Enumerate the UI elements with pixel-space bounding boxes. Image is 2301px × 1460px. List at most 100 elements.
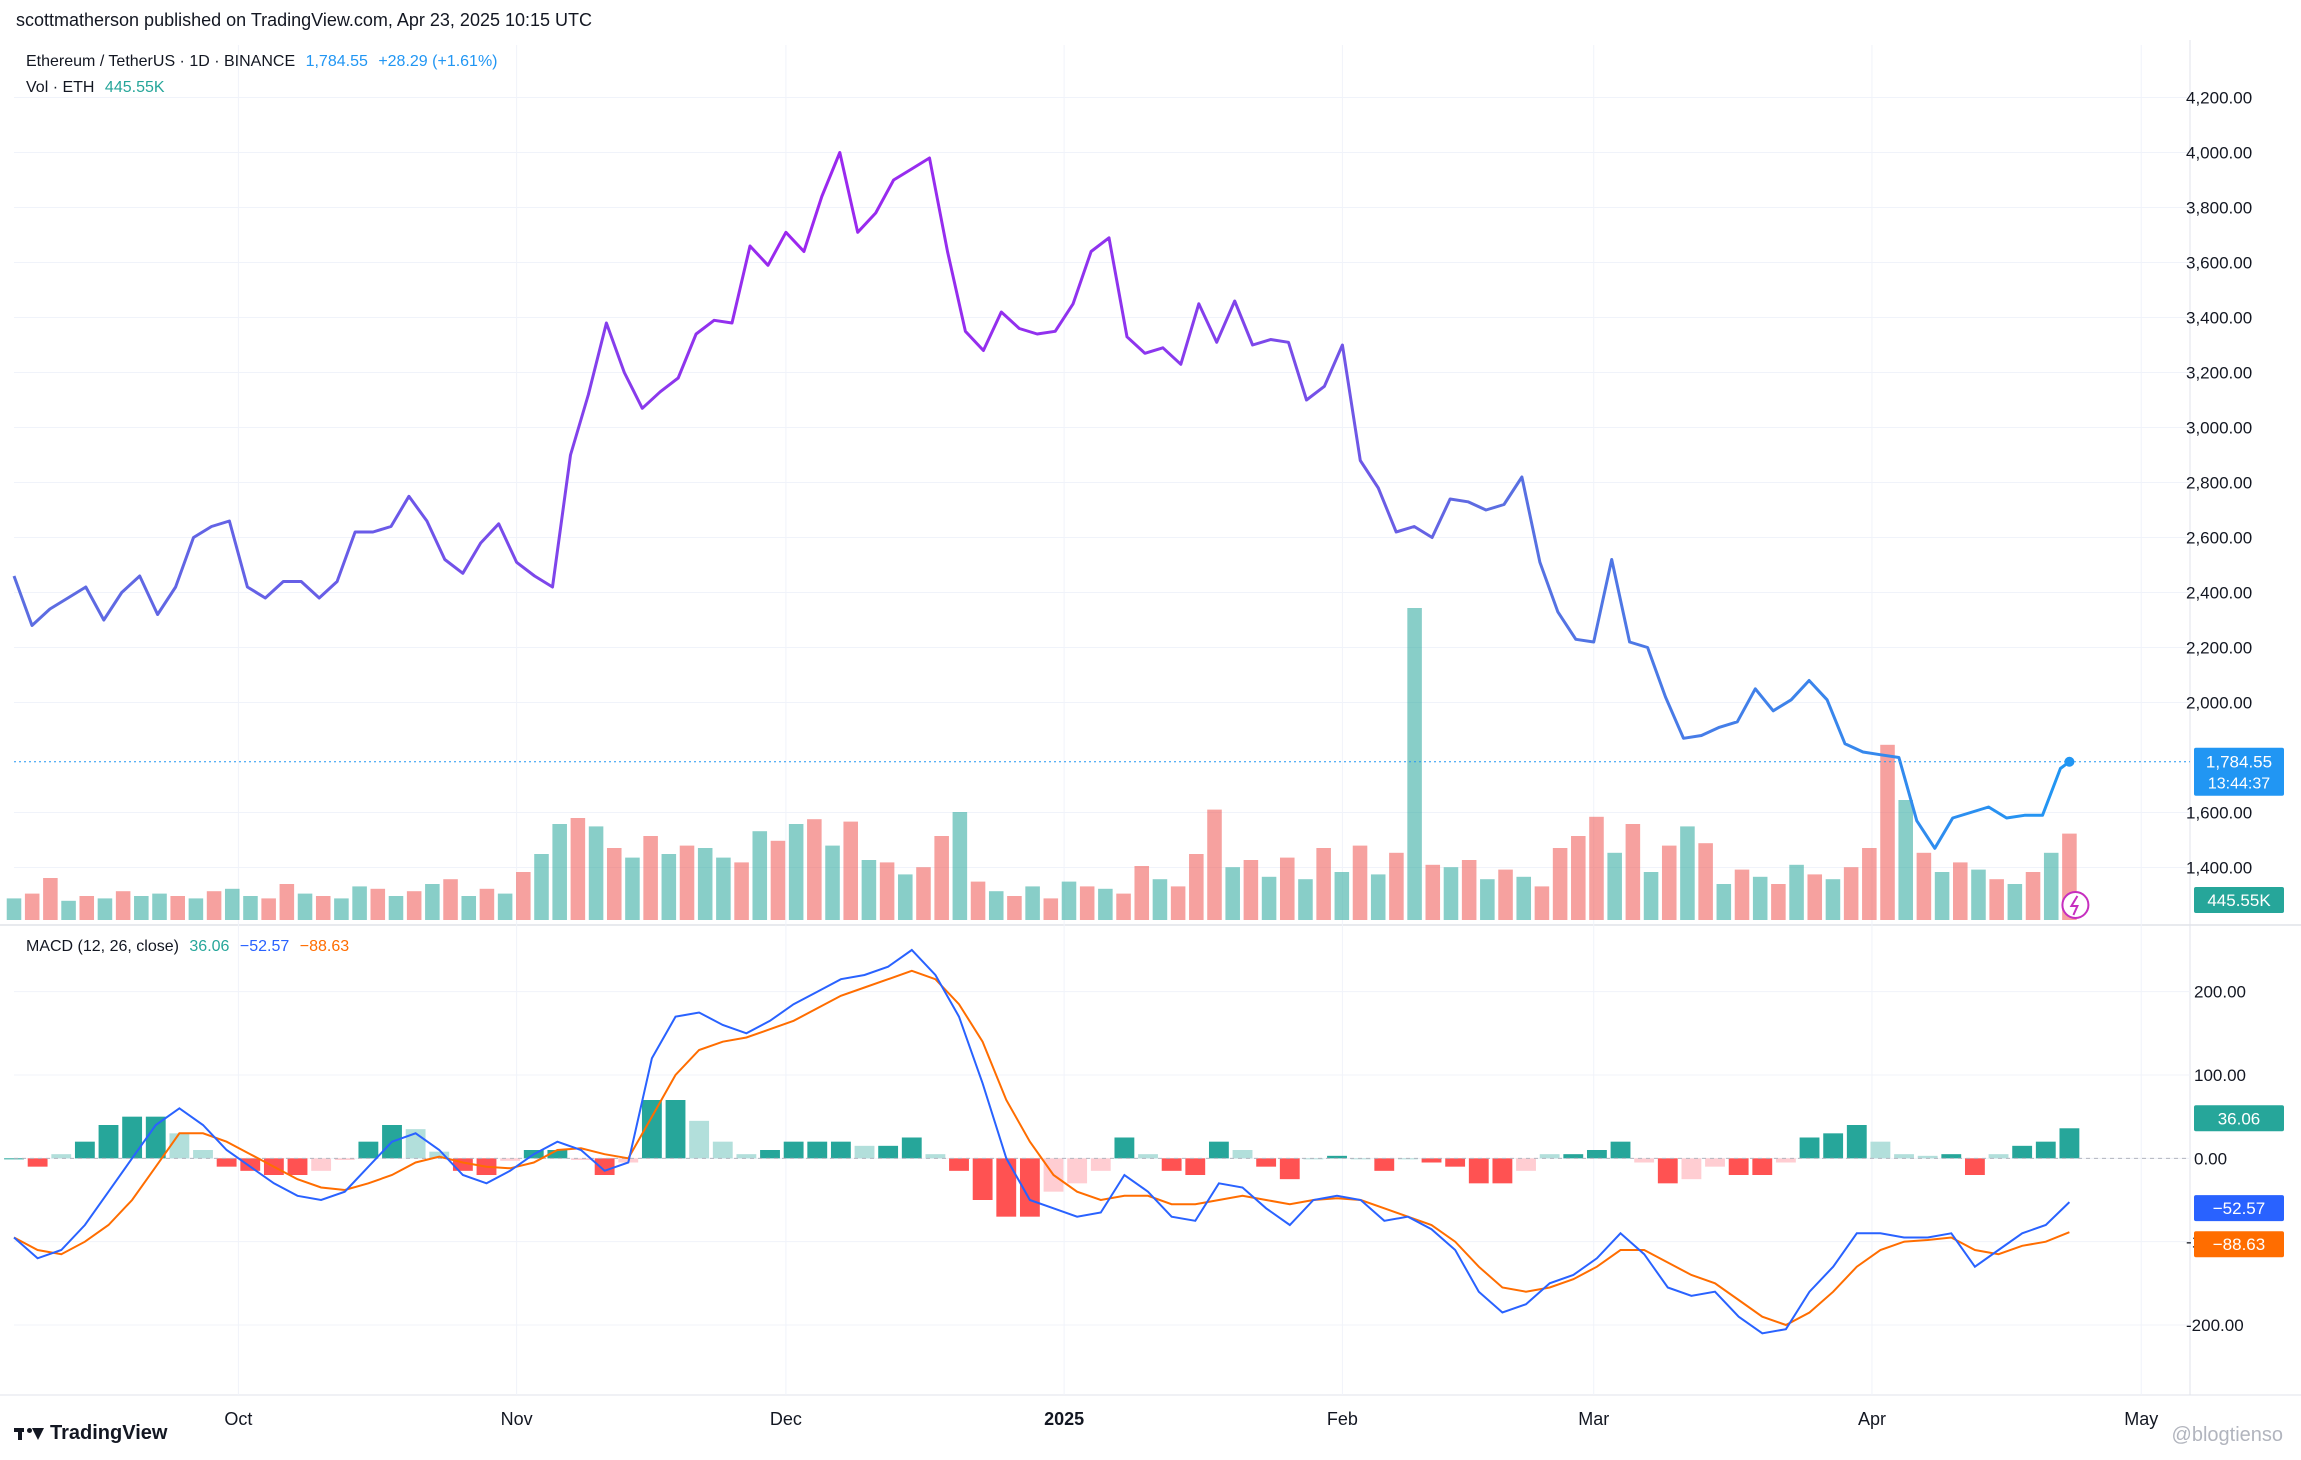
volume-bar: [134, 896, 149, 920]
macd-hist-bar: [1846, 1125, 1867, 1159]
volume-bar: [479, 888, 495, 920]
price-badge-bg: [2194, 747, 2284, 796]
macd-hist-bar: [51, 1154, 72, 1159]
volume-bar: [1680, 826, 1695, 920]
macd-hist-bar: [98, 1125, 119, 1159]
volume-label[interactable]: Vol · ETH: [26, 79, 95, 96]
time-tick-label: Nov: [501, 1409, 533, 1429]
macd-hist-bar: [122, 1116, 143, 1159]
grid-lines: [0, 40, 2301, 1396]
volume-bar: [297, 893, 313, 920]
volume-bar: [443, 879, 458, 920]
volume-bar: [188, 898, 204, 920]
macd-hist-bar: [1161, 1158, 1182, 1171]
macd-hist-bar: [500, 1158, 521, 1161]
volume-legend: Vol · ETH 445.55K: [26, 79, 171, 97]
macd-hist-bar: [1279, 1158, 1300, 1180]
volume-bar: [1334, 872, 1350, 920]
macd-hist-value: 36.06: [189, 938, 230, 955]
macd-hist-bar: [665, 1100, 686, 1159]
price-badge: 1,784.55 13:44:37: [2194, 747, 2284, 796]
macd-hist-bar: [334, 1158, 355, 1160]
macd-signal-value: −88.63: [299, 938, 350, 955]
macd-hist-bar: [1208, 1141, 1229, 1159]
volume-bar: [1134, 866, 1150, 920]
volume-bar: [861, 860, 877, 920]
signal-line: [13, 969, 2070, 1327]
volume-bar: [697, 848, 713, 920]
price-tick-label: 2,800.00: [2186, 474, 2252, 493]
volume-bar: [734, 862, 749, 920]
volume-bar: [497, 893, 513, 920]
price-tick-label: 2,000.00: [2186, 694, 2252, 713]
macd-hist-bar: [854, 1145, 875, 1159]
volume-bar: [115, 891, 131, 920]
macd-hist-bar: [1067, 1158, 1088, 1184]
volume-bar: [1279, 857, 1295, 920]
volume-bar: [934, 836, 949, 920]
macd-hist-bar: [1823, 1133, 1844, 1159]
volume-bar: [1025, 886, 1040, 920]
volume-bar: [1552, 848, 1568, 920]
volume-bar: [1643, 872, 1659, 920]
volume-bar: [1098, 888, 1113, 920]
volume-bar: [1389, 852, 1404, 920]
macd-line: [13, 948, 2071, 1335]
macd-hist-bar: [1941, 1154, 1962, 1159]
volume-bar: [788, 824, 804, 920]
macd-hist-bar: [1539, 1154, 1560, 1159]
macd-hist-bar: [972, 1158, 993, 1200]
volume-badge-bg: [2194, 887, 2284, 913]
volume-bar: [1807, 874, 1823, 920]
price-tick-label: 3,400.00: [2186, 309, 2252, 328]
volume-bar: [606, 848, 622, 920]
macd-hist-bar: [1492, 1158, 1513, 1184]
volume-bar: [1352, 845, 1368, 920]
tradingview-logo[interactable]: TradingView: [14, 1422, 167, 1445]
macd-hist-bar: [783, 1141, 804, 1159]
price-tick-label: 2,600.00: [2186, 529, 2252, 548]
time-tick-label: Dec: [770, 1409, 802, 1429]
macd-hist-bar: [358, 1141, 379, 1159]
time-tick-label: 2025: [1044, 1409, 1084, 1429]
volume-bar: [843, 821, 858, 920]
tradingview-icon: [14, 1426, 44, 1442]
volume-bar: [43, 878, 58, 920]
time-tick-label: Apr: [1858, 1409, 1886, 1429]
macd-hist-bar: [1090, 1158, 1111, 1171]
macd-hist-bar: [1681, 1158, 1702, 1180]
volume-bar: [1534, 886, 1550, 920]
macd-hist-bar: [240, 1158, 261, 1171]
volume-value: 445.55K: [104, 79, 165, 96]
volume-bar: [1862, 848, 1877, 920]
macd-hist-bar: [760, 1150, 780, 1159]
watermark: @blogtienso: [2171, 1424, 2283, 1446]
volume-bar: [97, 898, 113, 920]
macd-tick-label: 0.00: [2194, 1149, 2227, 1168]
macd-hist-bar: [429, 1151, 450, 1159]
price-tick-label: 2,400.00: [2186, 584, 2252, 603]
macd-hist-bar: [2035, 1141, 2056, 1159]
volume-bar: [1661, 845, 1677, 920]
volume-bar: [1916, 852, 1932, 920]
macd-hist-bar: [689, 1120, 710, 1159]
volume-bar: [1443, 867, 1459, 920]
volume-bar: [879, 862, 895, 920]
volume-bar: [1716, 884, 1732, 920]
symbol-name[interactable]: Ethereum / TetherUS · 1D · BINANCE: [26, 53, 296, 70]
volume-bar: [988, 891, 1004, 920]
volume-bar: [388, 896, 404, 920]
macd-label[interactable]: MACD (12, 26, close): [26, 938, 179, 955]
macd-hist-bar: [169, 1133, 190, 1159]
volume-bar: [1207, 809, 1222, 920]
volume-bar: [679, 845, 695, 920]
tradingview-wordmark: TradingView: [50, 1422, 168, 1444]
time-tick-label: Mar: [1578, 1409, 1609, 1429]
macd-hist-bar: [2059, 1128, 2080, 1159]
macd-hist-bar: [878, 1145, 899, 1159]
volume-bar: [1370, 874, 1386, 920]
volume-bar: [1225, 867, 1240, 920]
macd-hist-bar: [712, 1141, 733, 1159]
volume-bar: [1880, 744, 1895, 920]
